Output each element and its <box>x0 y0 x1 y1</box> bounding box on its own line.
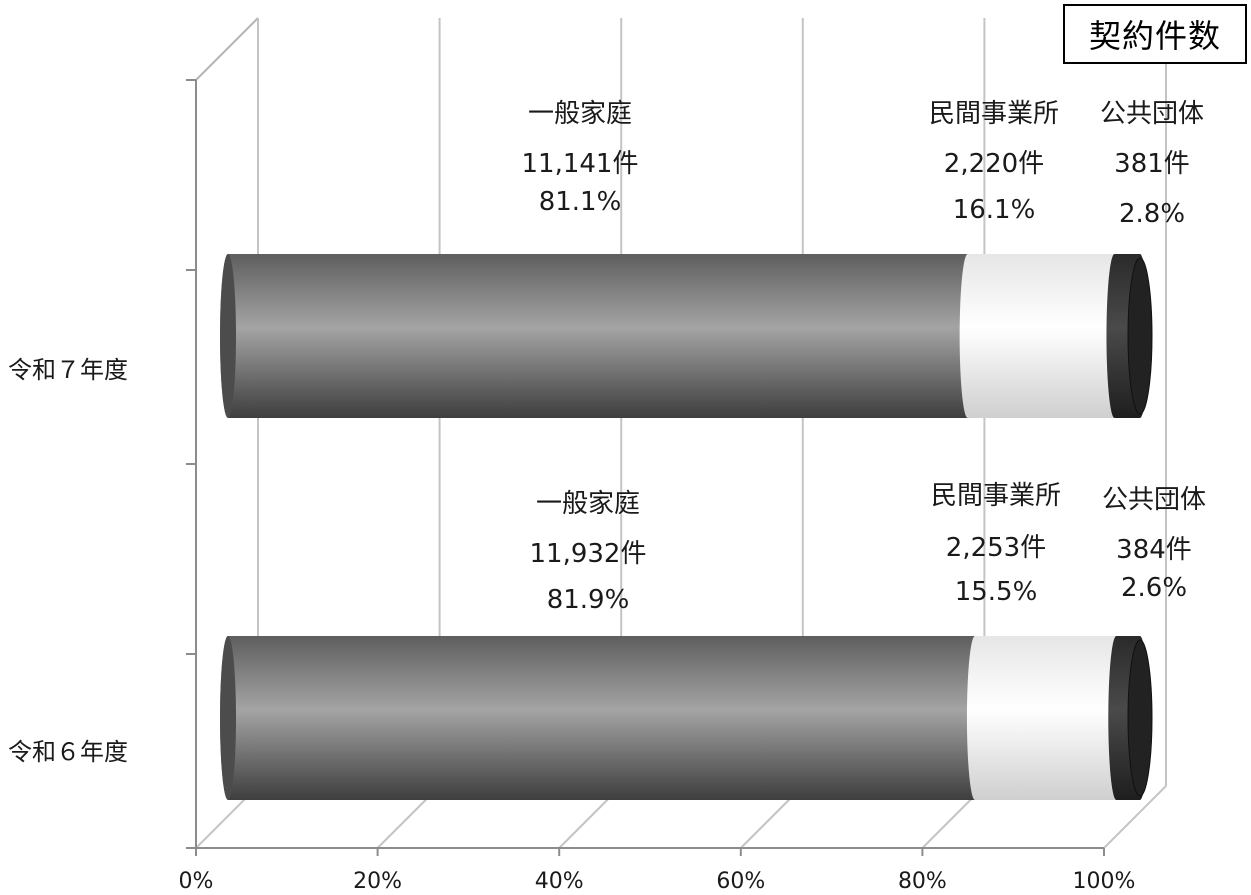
series-name-label: 一般家庭 <box>536 489 640 519</box>
floor-line <box>1103 785 1167 849</box>
x-tick-label: 80% <box>898 869 947 894</box>
x-tick-label: 40% <box>535 869 584 894</box>
series-name-label: 公共団体 <box>1102 485 1206 515</box>
category-label: 令和６年度 <box>8 738 128 766</box>
x-tick-label: 100% <box>1073 869 1136 894</box>
count-label: 2,253件 <box>946 533 1046 563</box>
bar-segment <box>966 636 1125 800</box>
percent-label: 2.8% <box>1119 199 1185 229</box>
data-labels: 一般家庭 11,141件 81.1% 民間事業所 2,220件 16.1% 公共団体 381件… <box>522 99 1207 615</box>
count-label: 11,141件 <box>522 149 639 179</box>
count-label: 2,220件 <box>944 149 1044 179</box>
percent-label: 15.5% <box>955 577 1038 607</box>
bar-left-cap <box>220 254 236 418</box>
bars <box>220 254 1153 800</box>
percent-label: 2.6% <box>1121 573 1187 603</box>
count-label: 384件 <box>1116 535 1192 565</box>
chart-title: 契約件数 <box>1063 4 1247 64</box>
series-name-label: 民間事業所 <box>929 99 1059 129</box>
x-tick-label: 0% <box>179 869 214 894</box>
category-label: 令和７年度 <box>8 356 128 384</box>
series-name-label: 公共団体 <box>1100 99 1204 129</box>
bar-left-cap <box>220 636 236 800</box>
bar-right-cap <box>1127 639 1153 797</box>
percent-label: 81.9% <box>547 585 630 615</box>
percent-label: 16.1% <box>953 195 1036 225</box>
series-name-label: 一般家庭 <box>528 99 632 129</box>
bar-segment <box>959 254 1123 418</box>
wall-top-edge <box>195 17 259 81</box>
bar-segment <box>220 636 983 800</box>
count-label: 381件 <box>1114 149 1190 179</box>
x-tick-label: 20% <box>353 869 402 894</box>
bar-right-cap <box>1127 257 1153 415</box>
percent-label: 81.1% <box>539 187 622 217</box>
x-tick-label: 60% <box>716 869 765 894</box>
bar-segment <box>220 254 976 418</box>
count-label: 11,932件 <box>530 539 647 569</box>
series-name-label: 民間事業所 <box>931 481 1061 511</box>
